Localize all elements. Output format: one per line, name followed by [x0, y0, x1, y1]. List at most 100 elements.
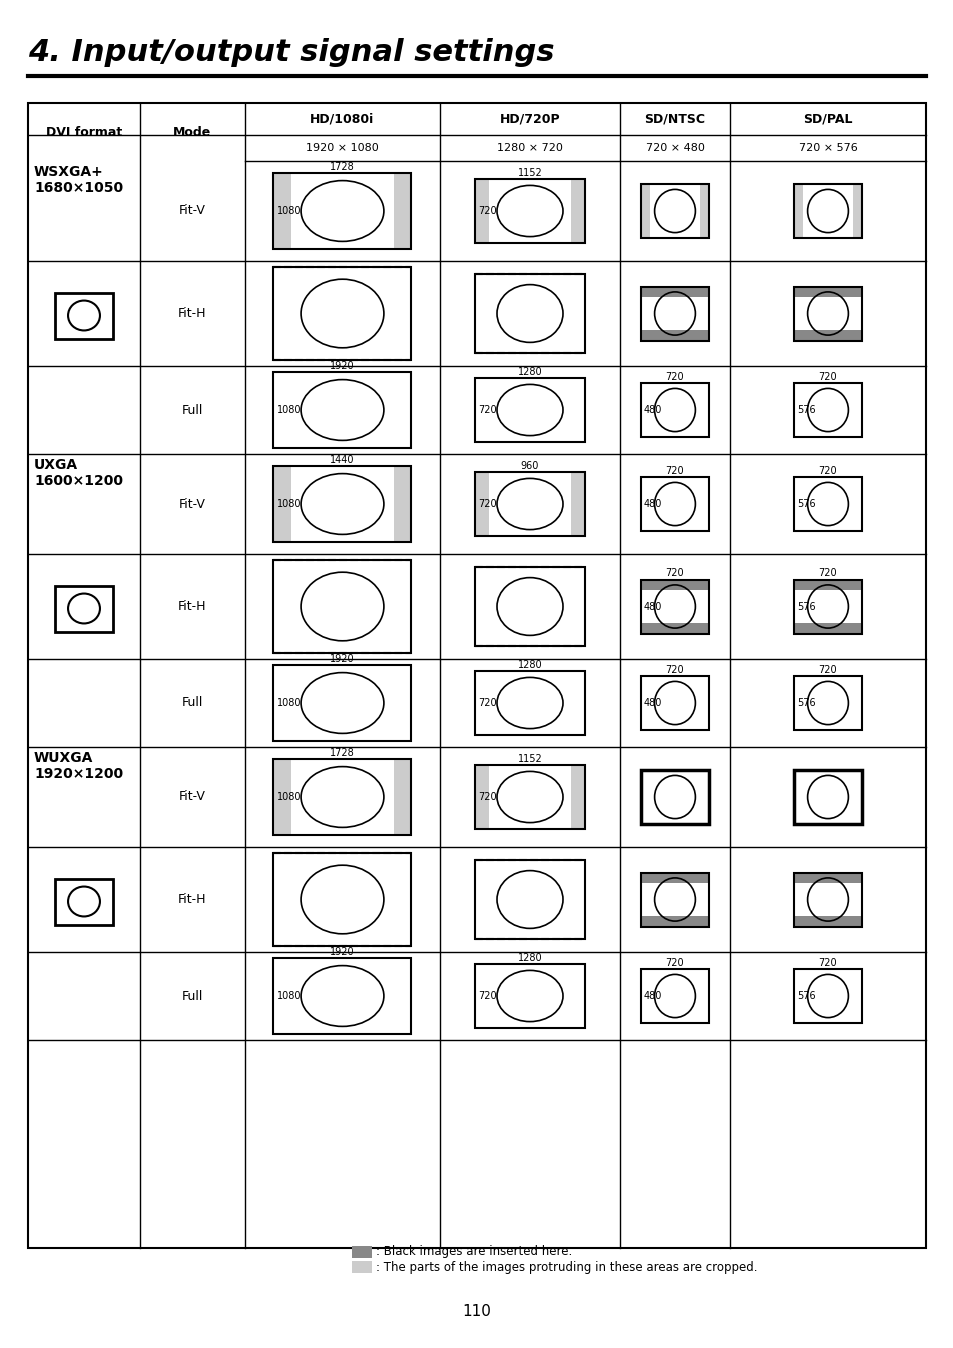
Bar — [274, 173, 411, 249]
Bar — [640, 872, 708, 883]
Bar — [793, 183, 802, 239]
Bar — [793, 872, 862, 883]
Text: UXGA: UXGA — [34, 458, 78, 472]
Bar — [640, 872, 708, 926]
Bar — [640, 330, 708, 341]
Bar — [274, 759, 291, 834]
Bar — [274, 759, 411, 834]
Bar — [793, 872, 862, 926]
Bar — [793, 477, 862, 531]
Bar — [793, 675, 862, 731]
Text: 1080: 1080 — [276, 698, 301, 708]
Text: 1280: 1280 — [517, 661, 541, 670]
Bar — [475, 568, 584, 646]
Bar — [475, 766, 489, 829]
Text: Fit-V: Fit-V — [179, 205, 206, 217]
Bar — [274, 466, 291, 542]
Text: 110: 110 — [462, 1305, 491, 1320]
Text: WUXGA: WUXGA — [34, 751, 93, 766]
Bar — [640, 287, 708, 341]
Bar — [274, 665, 411, 741]
Bar — [274, 267, 411, 360]
Text: SD/NTSC: SD/NTSC — [644, 112, 705, 125]
Text: 720: 720 — [665, 466, 683, 476]
Bar — [274, 372, 411, 448]
Text: 1440: 1440 — [330, 456, 355, 465]
Text: 720: 720 — [665, 372, 683, 381]
Text: 720: 720 — [665, 665, 683, 675]
Bar — [570, 766, 584, 829]
Bar — [640, 183, 708, 239]
Text: 480: 480 — [643, 499, 661, 510]
Bar — [274, 466, 411, 542]
Text: 720: 720 — [477, 206, 497, 216]
Bar — [570, 179, 584, 243]
Bar — [793, 383, 862, 437]
Text: 960: 960 — [520, 461, 538, 470]
Text: DVI format: DVI format — [46, 125, 122, 139]
Bar — [352, 1260, 372, 1273]
Text: Fit-V: Fit-V — [179, 497, 206, 511]
Bar — [640, 287, 708, 298]
Text: 480: 480 — [643, 601, 661, 612]
Text: 1920×1200: 1920×1200 — [34, 767, 123, 780]
Text: 4. Input/output signal settings: 4. Input/output signal settings — [28, 38, 554, 67]
Text: 1728: 1728 — [330, 162, 355, 173]
Text: 1080: 1080 — [276, 404, 301, 415]
Bar — [475, 472, 489, 537]
Bar — [793, 580, 862, 634]
Text: 720: 720 — [665, 958, 683, 968]
Text: 720: 720 — [477, 404, 497, 415]
Bar — [640, 770, 708, 824]
Text: 1152: 1152 — [517, 168, 542, 178]
Text: Fit-H: Fit-H — [178, 892, 207, 906]
Text: 1280: 1280 — [517, 367, 541, 377]
Text: 480: 480 — [643, 404, 661, 415]
Text: 1280 × 720: 1280 × 720 — [497, 143, 562, 154]
Bar — [475, 179, 584, 243]
Bar — [274, 173, 291, 249]
Bar — [793, 330, 862, 341]
Text: Fit-V: Fit-V — [179, 790, 206, 803]
Bar — [852, 183, 862, 239]
Text: 1600×1200: 1600×1200 — [34, 474, 123, 488]
Text: 720: 720 — [818, 958, 837, 968]
Text: 1920: 1920 — [330, 654, 355, 665]
Text: WSXGA+: WSXGA+ — [34, 164, 104, 179]
Bar — [640, 183, 649, 239]
Text: : Black images are inserted here.: : Black images are inserted here. — [375, 1246, 572, 1259]
Text: 576: 576 — [796, 404, 815, 415]
Text: 480: 480 — [643, 698, 661, 708]
Text: 720: 720 — [818, 466, 837, 476]
Bar — [793, 623, 862, 634]
Text: 720: 720 — [818, 665, 837, 675]
Bar — [640, 915, 708, 926]
Bar — [274, 958, 411, 1034]
Text: Fit-H: Fit-H — [178, 307, 207, 319]
Bar — [475, 275, 584, 353]
Bar — [640, 623, 708, 634]
Text: Full: Full — [182, 403, 203, 417]
Text: 576: 576 — [796, 601, 815, 612]
Bar — [352, 1246, 372, 1258]
Text: Full: Full — [182, 697, 203, 709]
Bar — [274, 853, 411, 946]
Text: 720: 720 — [818, 569, 837, 578]
Text: 1080: 1080 — [276, 991, 301, 1002]
Bar — [475, 766, 584, 829]
Text: 720: 720 — [665, 569, 683, 578]
Bar — [475, 472, 584, 537]
Text: 720: 720 — [477, 793, 497, 802]
Bar — [475, 179, 489, 243]
Bar — [570, 472, 584, 537]
Text: HD/1080i: HD/1080i — [310, 112, 375, 125]
Text: 1728: 1728 — [330, 748, 355, 758]
Bar — [793, 915, 862, 926]
Bar — [640, 477, 708, 531]
Bar — [55, 293, 112, 338]
Bar — [394, 759, 411, 834]
Text: 1680×1050: 1680×1050 — [34, 181, 123, 195]
Text: 1152: 1152 — [517, 754, 542, 764]
Text: 1080: 1080 — [276, 499, 301, 510]
Bar — [55, 585, 112, 631]
